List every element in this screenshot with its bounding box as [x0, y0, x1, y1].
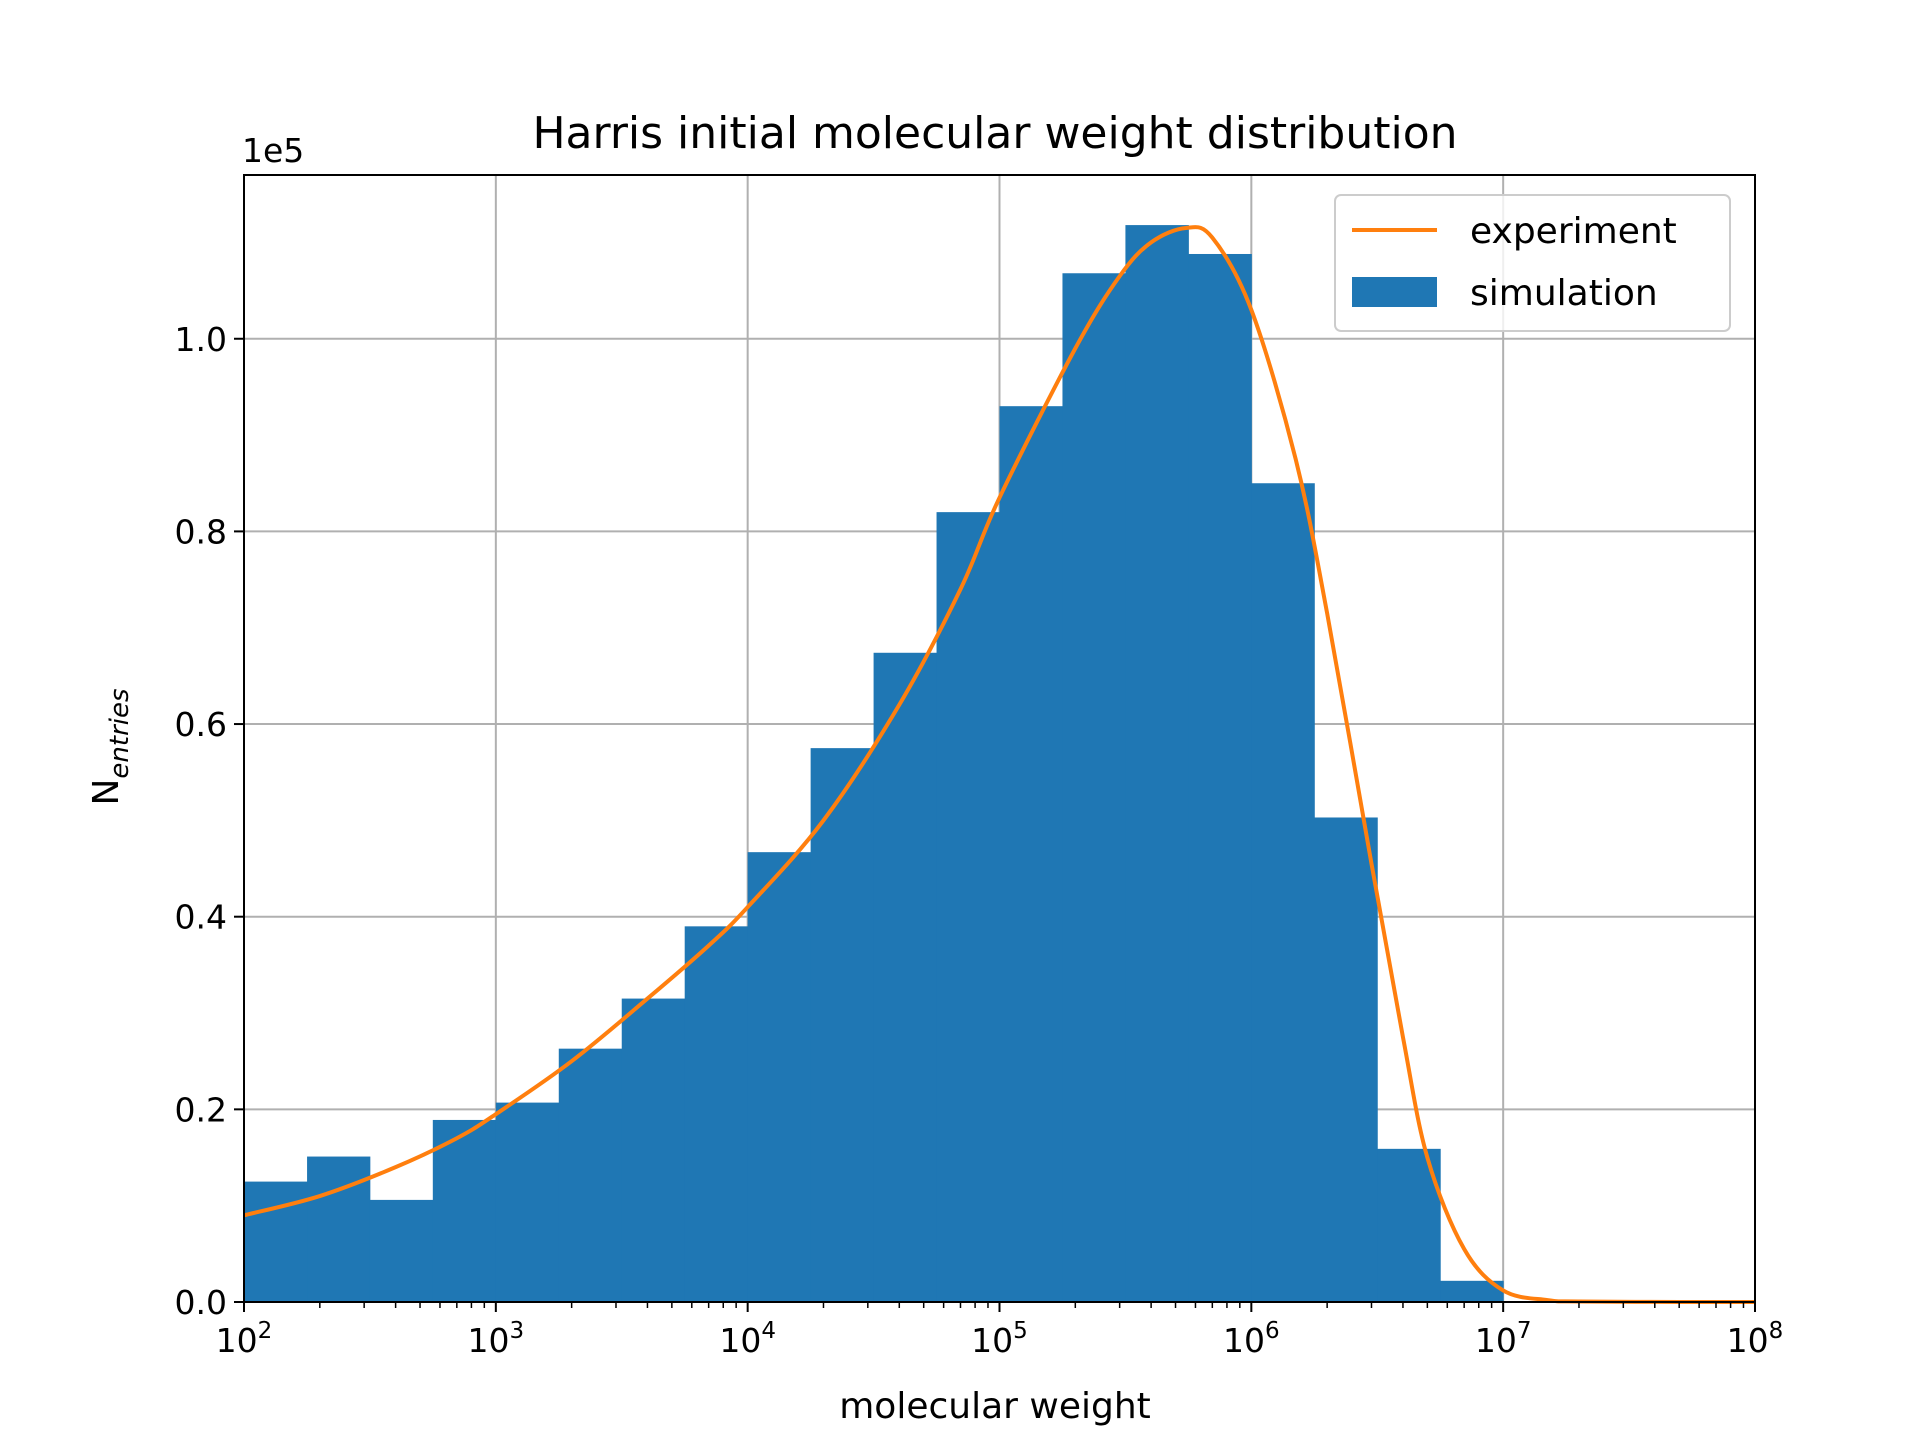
y-axis-label-main: N: [86, 779, 127, 806]
y-axis-label: Nentries: [86, 688, 135, 805]
histogram-bar: [1377, 1148, 1441, 1302]
histogram-bar: [747, 852, 812, 1302]
legend: experiment simulation: [1334, 194, 1731, 332]
histogram-bar: [810, 748, 875, 1302]
histogram-bar: [558, 1048, 623, 1302]
histogram-bar: [1125, 225, 1189, 1303]
experiment-line: [243, 225, 1755, 1305]
x-tick-label-4: 106: [1223, 1318, 1280, 1360]
histogram-bar: [307, 1156, 371, 1302]
histogram-bar: [936, 512, 1000, 1302]
y-tick-label-4: 0.8: [175, 512, 227, 551]
histogram-bar: [1314, 817, 1378, 1302]
histogram-bar: [684, 926, 749, 1302]
y-tick-label-1: 0.2: [175, 1090, 227, 1129]
y-tick-label-0: 0.0: [175, 1283, 227, 1322]
histogram-bars: [244, 225, 1504, 1303]
y-axis-label-subscript: entries: [105, 688, 135, 778]
y-axis-offset-label: 1e5: [242, 131, 304, 170]
histogram-bar: [1062, 273, 1126, 1303]
y-tick-label-2: 0.4: [175, 898, 227, 937]
histogram-bar: [495, 1102, 560, 1302]
histogram-bar: [999, 406, 1063, 1303]
chart-title: Harris initial molecular weight distribu…: [532, 108, 1457, 159]
x-axis-label: molecular weight: [839, 1386, 1151, 1427]
x-tick-label-0: 102: [216, 1318, 273, 1360]
histogram-bar: [1440, 1280, 1504, 1302]
histogram-bar: [621, 998, 686, 1302]
histogram-bar: [873, 652, 938, 1302]
experiment-curve-layer: [243, 225, 1755, 1305]
x-tick-label-6: 108: [1727, 1318, 1784, 1360]
y-tick-label-3: 0.6: [175, 705, 227, 744]
histogram-bar: [369, 1199, 434, 1302]
legend-experiment-label: experiment: [1470, 211, 1677, 252]
x-tick-label-1: 103: [468, 1318, 525, 1360]
x-tick-label-3: 105: [971, 1318, 1028, 1360]
histogram-bar: [432, 1119, 497, 1302]
histogram-bar: [1251, 483, 1315, 1302]
legend-simulation-label: simulation: [1470, 273, 1658, 314]
legend-simulation-swatch: [1352, 277, 1437, 307]
x-tick-label-2: 104: [719, 1318, 776, 1360]
y-tick-label-5: 1.0: [175, 320, 227, 359]
histogram-bar: [244, 1181, 308, 1302]
histogram-bar: [1188, 253, 1252, 1302]
x-axis-ticks: 102 103 104 105 106 107 108: [216, 1302, 1784, 1360]
x-tick-label-5: 107: [1475, 1318, 1532, 1360]
y-axis-ticks: 0.0 0.2 0.4 0.6 0.8 1.0: [175, 320, 244, 1322]
